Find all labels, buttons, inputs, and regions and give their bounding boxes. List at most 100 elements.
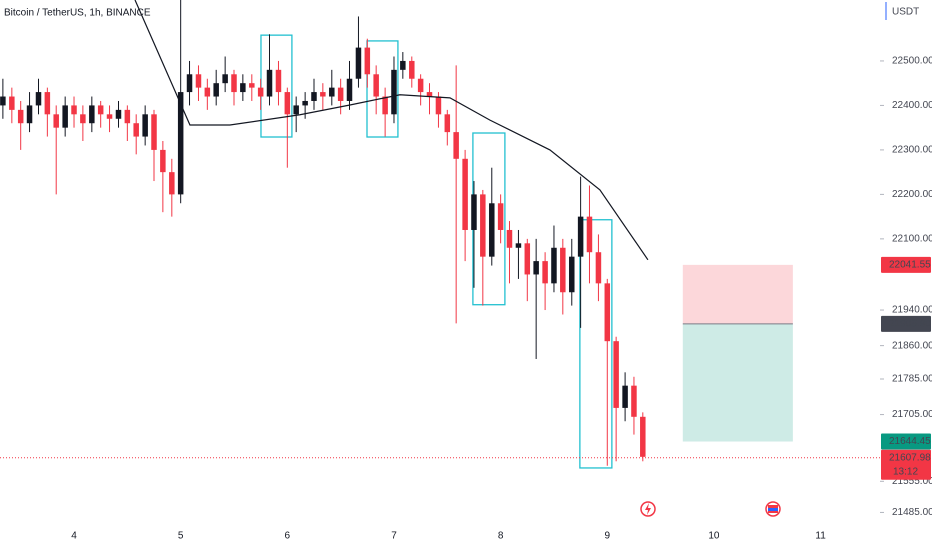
candle-body [364,47,371,75]
y-tick-label: 21705.00 [892,409,932,420]
last-price-box [881,449,931,480]
candle-body [115,109,122,119]
candle-body [489,203,495,257]
candle-body [44,92,51,115]
candle-body [275,69,282,93]
candle-body [329,87,335,97]
candle-body [257,87,264,97]
y-tick-label: 21940.00 [892,305,932,316]
x-tick-label: 4 [71,531,77,542]
candle-body [480,194,486,257]
candle-body [453,132,459,159]
candle-body [524,243,531,275]
y-tick-label: 21485.00 [892,507,932,518]
x-tick-label: 7 [391,531,397,542]
price-axis: USDT 22500.00 22400.00 22300.00 22200.00 221… [880,2,932,518]
stop-price-label: 22041.55 [889,260,931,271]
y-tick-label: 22500.00 [892,56,932,67]
y-tick-label: 22200.00 [892,189,932,200]
candle-body [346,78,353,101]
countdown-label: 13:12 [893,466,918,477]
candle-body [249,83,255,88]
target-price-label-box [881,433,931,450]
candle-body [462,158,468,230]
candle-body [106,114,113,119]
candle-body [142,114,148,137]
x-tick-label: 11 [815,531,826,542]
y-tick-label: 22300.00 [892,145,932,156]
entry-price-label: 21908.90 [889,319,931,330]
x-tick-label: 6 [285,531,291,542]
y-tick-label: 22100.00 [892,234,932,245]
candle-body [595,252,602,284]
candle-body [435,96,442,115]
candle-body [293,105,299,115]
candle-body [426,92,433,97]
candle-body [0,96,6,106]
candle-body [35,92,42,106]
candle-body [382,96,388,115]
candle-body [160,149,166,173]
x-tick-label: 10 [708,531,720,542]
y-tick-label: 21785.00 [892,374,932,385]
candle-body [613,341,619,408]
stop-zone [682,264,793,324]
y-tick-label: 21860.00 [892,340,932,351]
candle-body [231,74,237,93]
highlight-box [579,219,613,469]
x-tick-label: 5 [178,531,184,542]
candle-body [17,109,24,124]
candle-body [302,100,308,106]
y-tick-label: 22400.00 [892,100,932,111]
candle-body [551,247,557,284]
candle-body [186,74,193,93]
candle-body [195,74,202,88]
candle-body [62,105,68,128]
candle-body [604,283,611,342]
candle-body [373,74,379,97]
candle-body [177,92,184,195]
moving-average [134,0,649,261]
candle-body [97,105,104,115]
candle-body [133,123,139,137]
candle-body [577,216,584,257]
candle-body [560,247,566,293]
candle-body [320,92,326,97]
flag-icon [765,501,781,517]
entry-price-label-box [881,315,931,332]
candle-body [444,114,451,133]
highlight-box [366,40,399,138]
candle-body [400,60,406,70]
candle-body [586,216,593,253]
candle-body [169,172,175,195]
candle-body [640,416,646,457]
target-price-label: 21644.45 [889,436,931,447]
candle-body [284,92,291,115]
x-tick-label: 8 [498,531,504,542]
candle-body [222,74,228,84]
last-price-label: 21607.98 [889,452,931,463]
candle-body [311,92,317,101]
candle-body [533,261,539,275]
candle-body [497,203,504,230]
candle-body [80,114,86,124]
candle-body [506,229,513,248]
candle-body [151,114,157,150]
candle-body [631,385,637,417]
candle-body [9,96,15,110]
event-icon [640,501,656,517]
candle-body [26,105,33,124]
candle-body [542,261,548,284]
plot-area [0,0,880,469]
x-tick-label: 9 [605,531,611,542]
candle-body [89,105,95,124]
candle-body [124,109,131,124]
target-zone [682,323,793,442]
candle-body [409,60,415,79]
chart-title: Bitcoin / TetherUS, 1h, BINANCE [4,8,151,19]
y-tick-label: 21555.00 [892,476,932,487]
candle-body [266,69,273,97]
candle-body [204,87,211,97]
